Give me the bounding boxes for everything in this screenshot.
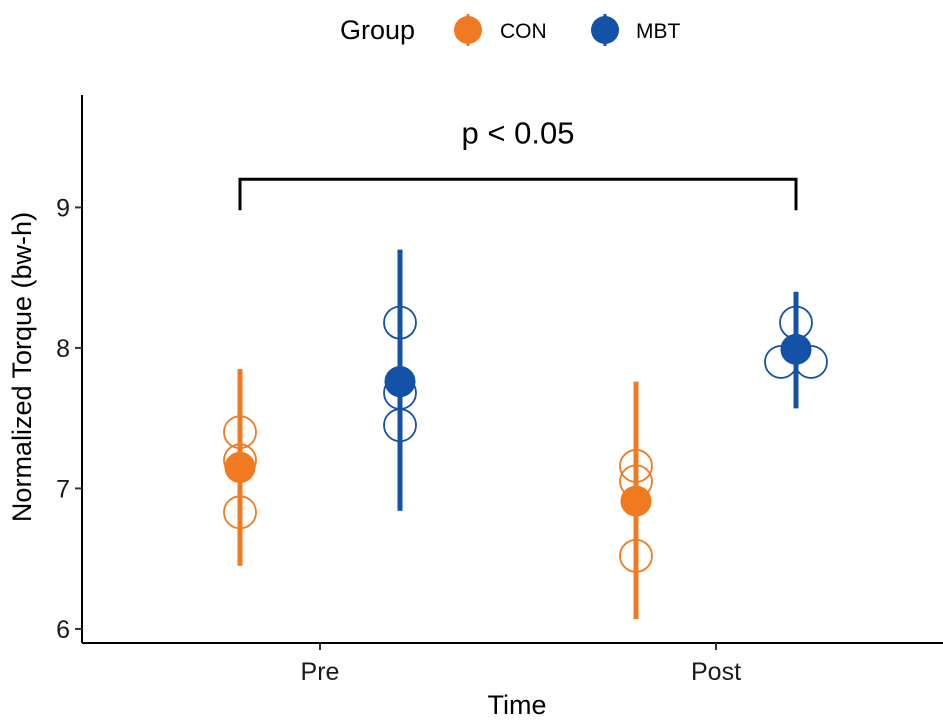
x-tick-label: Pre: [301, 658, 340, 686]
x-axis-title: Time: [488, 690, 547, 720]
y-tick-label: 6: [56, 616, 70, 644]
mean-point: [224, 451, 256, 483]
legend-key-dot: [454, 16, 482, 44]
y-axis-title: Normalized Torque (bw-h): [7, 212, 37, 522]
significance-bracket: [238, 177, 798, 211]
x-tick-label: Post: [691, 658, 741, 686]
legend-label: CON: [500, 20, 547, 43]
legend-key-dot: [591, 16, 619, 44]
legend-label: MBT: [636, 20, 681, 43]
individual-point: [619, 538, 653, 573]
p-value-label: p < 0.05: [462, 115, 575, 150]
y-tick-label: 8: [56, 335, 70, 363]
mean-point: [384, 366, 416, 398]
legend: Group CON MBT: [340, 14, 681, 46]
individual-point: [383, 305, 417, 340]
individual-point: [223, 495, 257, 530]
legend-title: Group: [340, 15, 415, 45]
mean-point: [780, 333, 812, 365]
individual-point: [619, 449, 653, 483]
individual-point: [223, 415, 257, 450]
y-tick-label: 9: [56, 194, 70, 222]
axes: 6 7 8 9 Pre Post: [56, 95, 943, 686]
plot-marks: [223, 249, 828, 620]
y-tick-label: 7: [56, 475, 70, 503]
significance-annotation: p < 0.05: [238, 115, 798, 211]
individual-point: [383, 408, 417, 443]
series-mbt: [383, 249, 828, 511]
series-con: [223, 369, 653, 620]
mean-point: [620, 485, 652, 517]
